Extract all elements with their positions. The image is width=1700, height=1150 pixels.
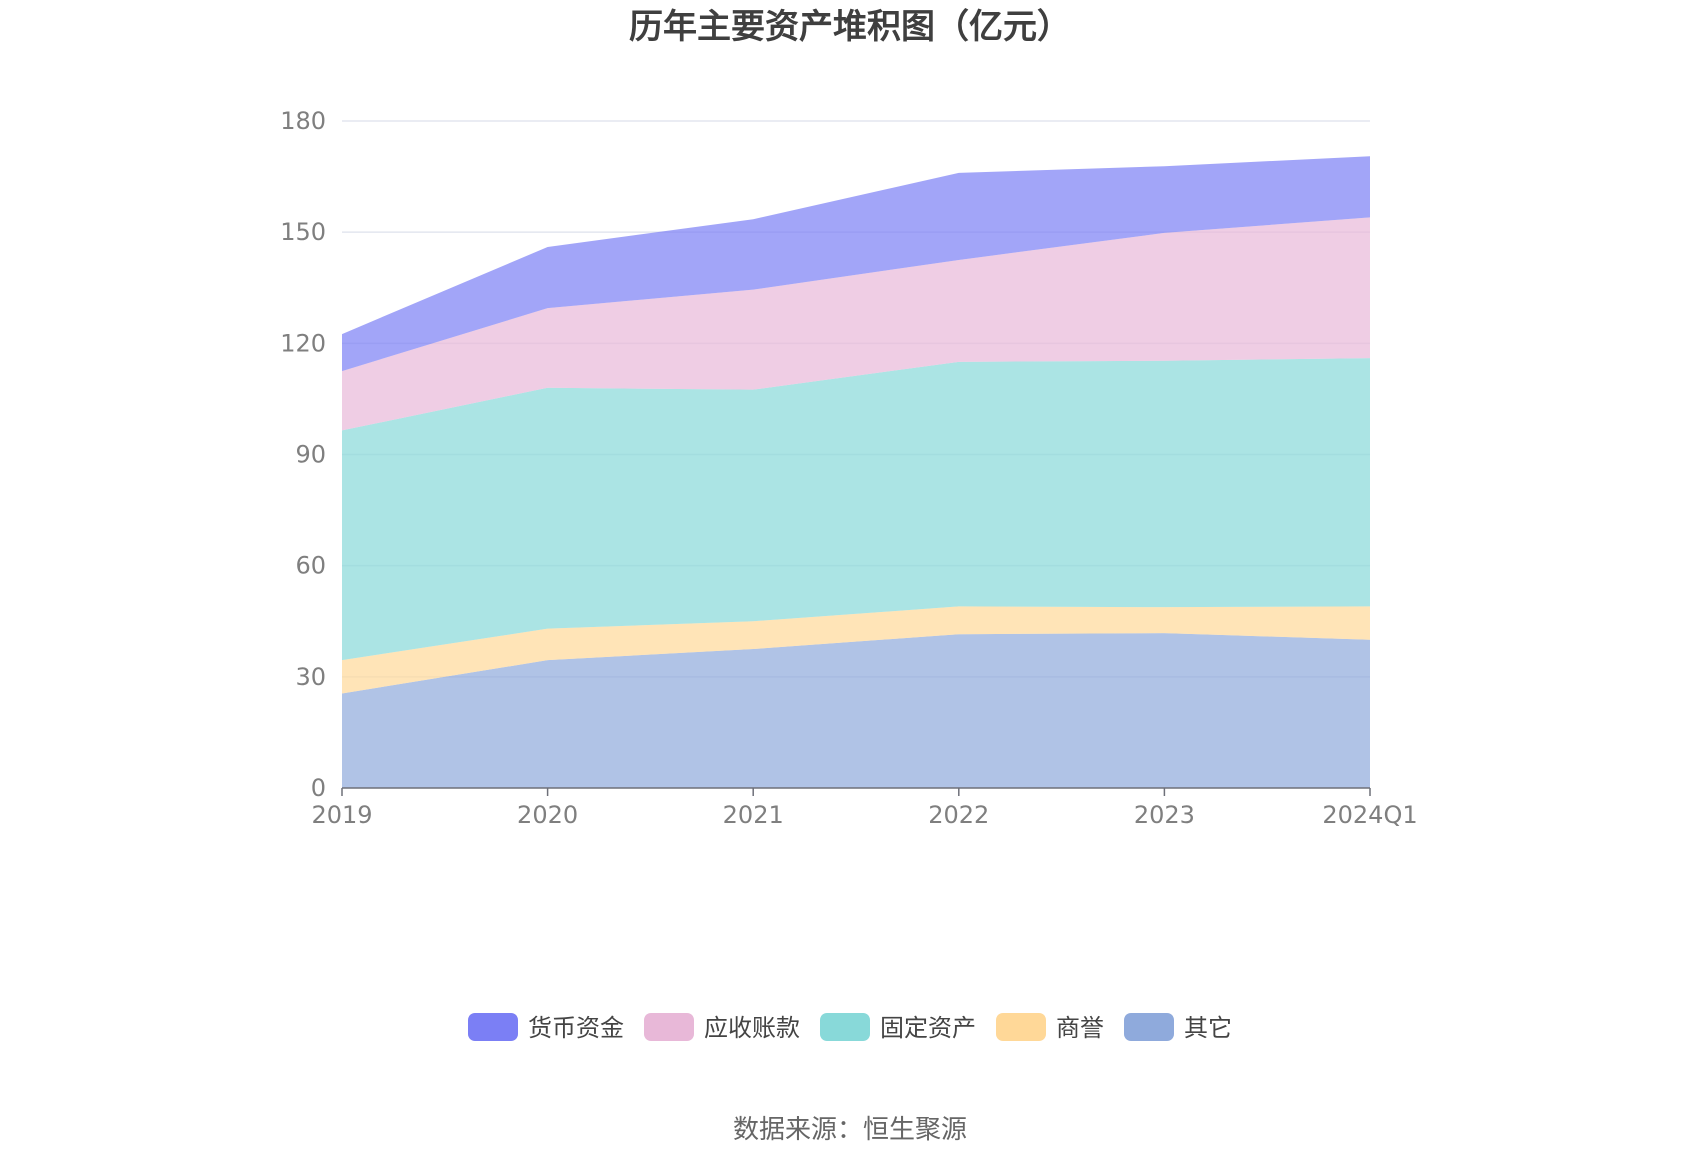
chart-title: 历年主要资产堆积图（亿元） [629,7,1071,47]
legend-swatch [644,1013,694,1041]
legend-label: 固定资产 [880,1014,976,1042]
x-tick-label: 2022 [928,801,989,829]
legend-swatch [468,1013,518,1041]
y-tick-label: 60 [295,552,326,580]
legend-label: 货币资金 [528,1014,624,1042]
area-series-货币资金 [342,156,1370,372]
legend-item-应收账款[interactable]: 应收账款 [644,1013,800,1042]
x-tick-label: 2019 [311,801,372,829]
axis-layer: 0 30 60 90 120 150 180 2019 2020 2021 2022 2023 2024… [280,107,1417,829]
area-series-其它 [342,633,1370,788]
legend-item-商誉[interactable]: 商誉 [996,1013,1104,1042]
legend-item-货币资金[interactable]: 货币资金 [468,1013,624,1042]
area-layer [342,156,1370,788]
x-tick-label: 2023 [1134,801,1195,829]
legend-swatch [996,1013,1046,1041]
legend-label: 其它 [1184,1014,1232,1042]
legend-item-其它[interactable]: 其它 [1124,1013,1232,1042]
legend-label: 商誉 [1056,1014,1104,1042]
legend-label: 应收账款 [704,1014,800,1042]
legend: 货币资金 应收账款 固定资产 商誉 其它 [468,1013,1232,1042]
y-tick-label: 30 [295,663,326,691]
y-tick-label: 90 [295,441,326,469]
area-series-应收账款 [342,217,1370,431]
x-tick-label: 2020 [517,801,578,829]
source-label: 数据来源：恒生聚源 [733,1115,967,1145]
legend-swatch [1124,1013,1174,1041]
x-tick-label: 2024Q1 [1322,801,1417,829]
y-tick-label: 150 [280,218,326,246]
area-series-商誉 [342,606,1370,694]
y-tick-label: 0 [311,774,326,802]
legend-swatch [820,1013,870,1041]
x-tick-label: 2021 [723,801,784,829]
y-tick-label: 180 [280,107,326,135]
y-tick-label: 120 [280,329,326,357]
area-series-固定资产 [342,358,1370,661]
legend-item-固定资产[interactable]: 固定资产 [820,1013,976,1042]
